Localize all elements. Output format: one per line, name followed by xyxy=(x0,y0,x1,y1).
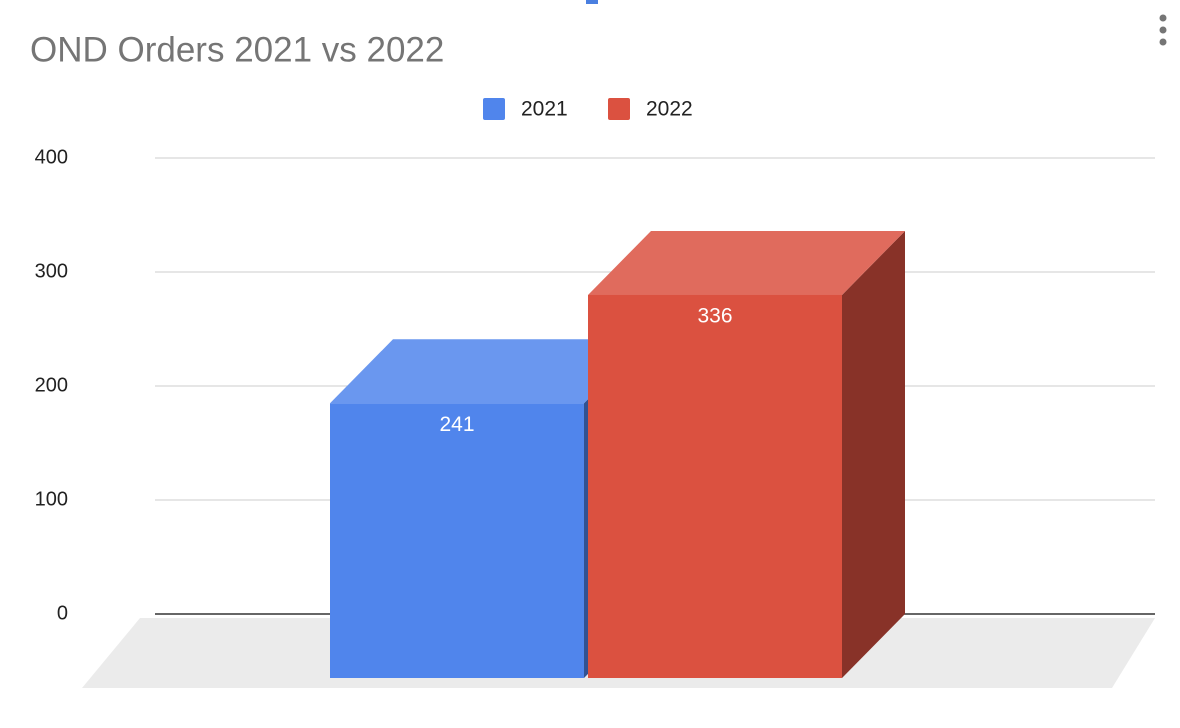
data-label: 241 xyxy=(439,413,474,436)
chart-title: OND Orders 2021 vs 2022 xyxy=(30,30,444,69)
legend-swatch xyxy=(608,98,630,120)
legend-swatch xyxy=(483,98,505,120)
menu-dot[interactable] xyxy=(1159,38,1167,46)
y-tick-label: 100 xyxy=(35,488,68,510)
menu-dot[interactable] xyxy=(1159,26,1167,34)
menu-dot[interactable] xyxy=(1159,14,1167,22)
bar-side xyxy=(842,230,905,678)
y-tick-label: 400 xyxy=(35,146,68,168)
bar-top xyxy=(330,339,647,404)
bar-top xyxy=(588,230,905,295)
bar xyxy=(330,403,584,678)
y-tick-label: 0 xyxy=(57,602,68,624)
y-tick-label: 300 xyxy=(35,260,68,282)
selection-handle xyxy=(586,0,598,4)
data-label: 336 xyxy=(697,305,732,328)
y-tick-label: 200 xyxy=(35,374,68,396)
bar xyxy=(588,294,842,678)
legend-label: 2021 xyxy=(521,98,568,121)
legend-label: 2022 xyxy=(646,98,693,121)
